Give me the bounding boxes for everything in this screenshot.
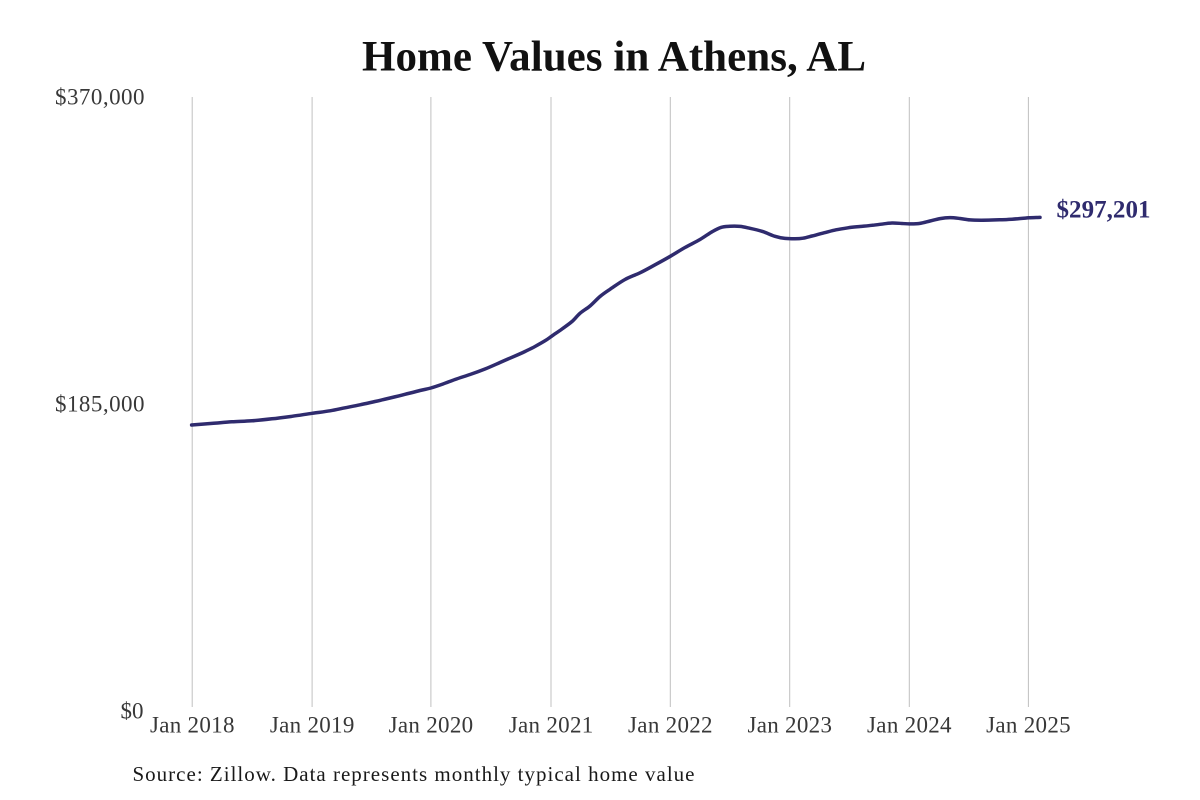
svg-text:$297,201: $297,201: [1057, 197, 1151, 224]
svg-text:Jan 2024: Jan 2024: [867, 713, 952, 738]
svg-text:Jan 2020: Jan 2020: [389, 713, 474, 738]
svg-text:Jan 2025: Jan 2025: [986, 713, 1071, 738]
svg-text:Jan 2019: Jan 2019: [270, 713, 355, 738]
svg-text:$185,000: $185,000: [55, 392, 145, 417]
svg-text:Jan 2022: Jan 2022: [628, 713, 713, 738]
svg-text:Jan 2023: Jan 2023: [747, 713, 832, 738]
svg-text:Home Values in Athens, AL: Home Values in Athens, AL: [362, 34, 866, 81]
svg-text:$0: $0: [121, 699, 144, 724]
svg-text:Jan 2018: Jan 2018: [150, 713, 235, 738]
svg-text:$370,000: $370,000: [55, 85, 145, 110]
svg-text:Source: Zillow. Data represent: Source: Zillow. Data represents monthly …: [133, 762, 695, 786]
svg-text:Jan 2021: Jan 2021: [509, 713, 594, 738]
